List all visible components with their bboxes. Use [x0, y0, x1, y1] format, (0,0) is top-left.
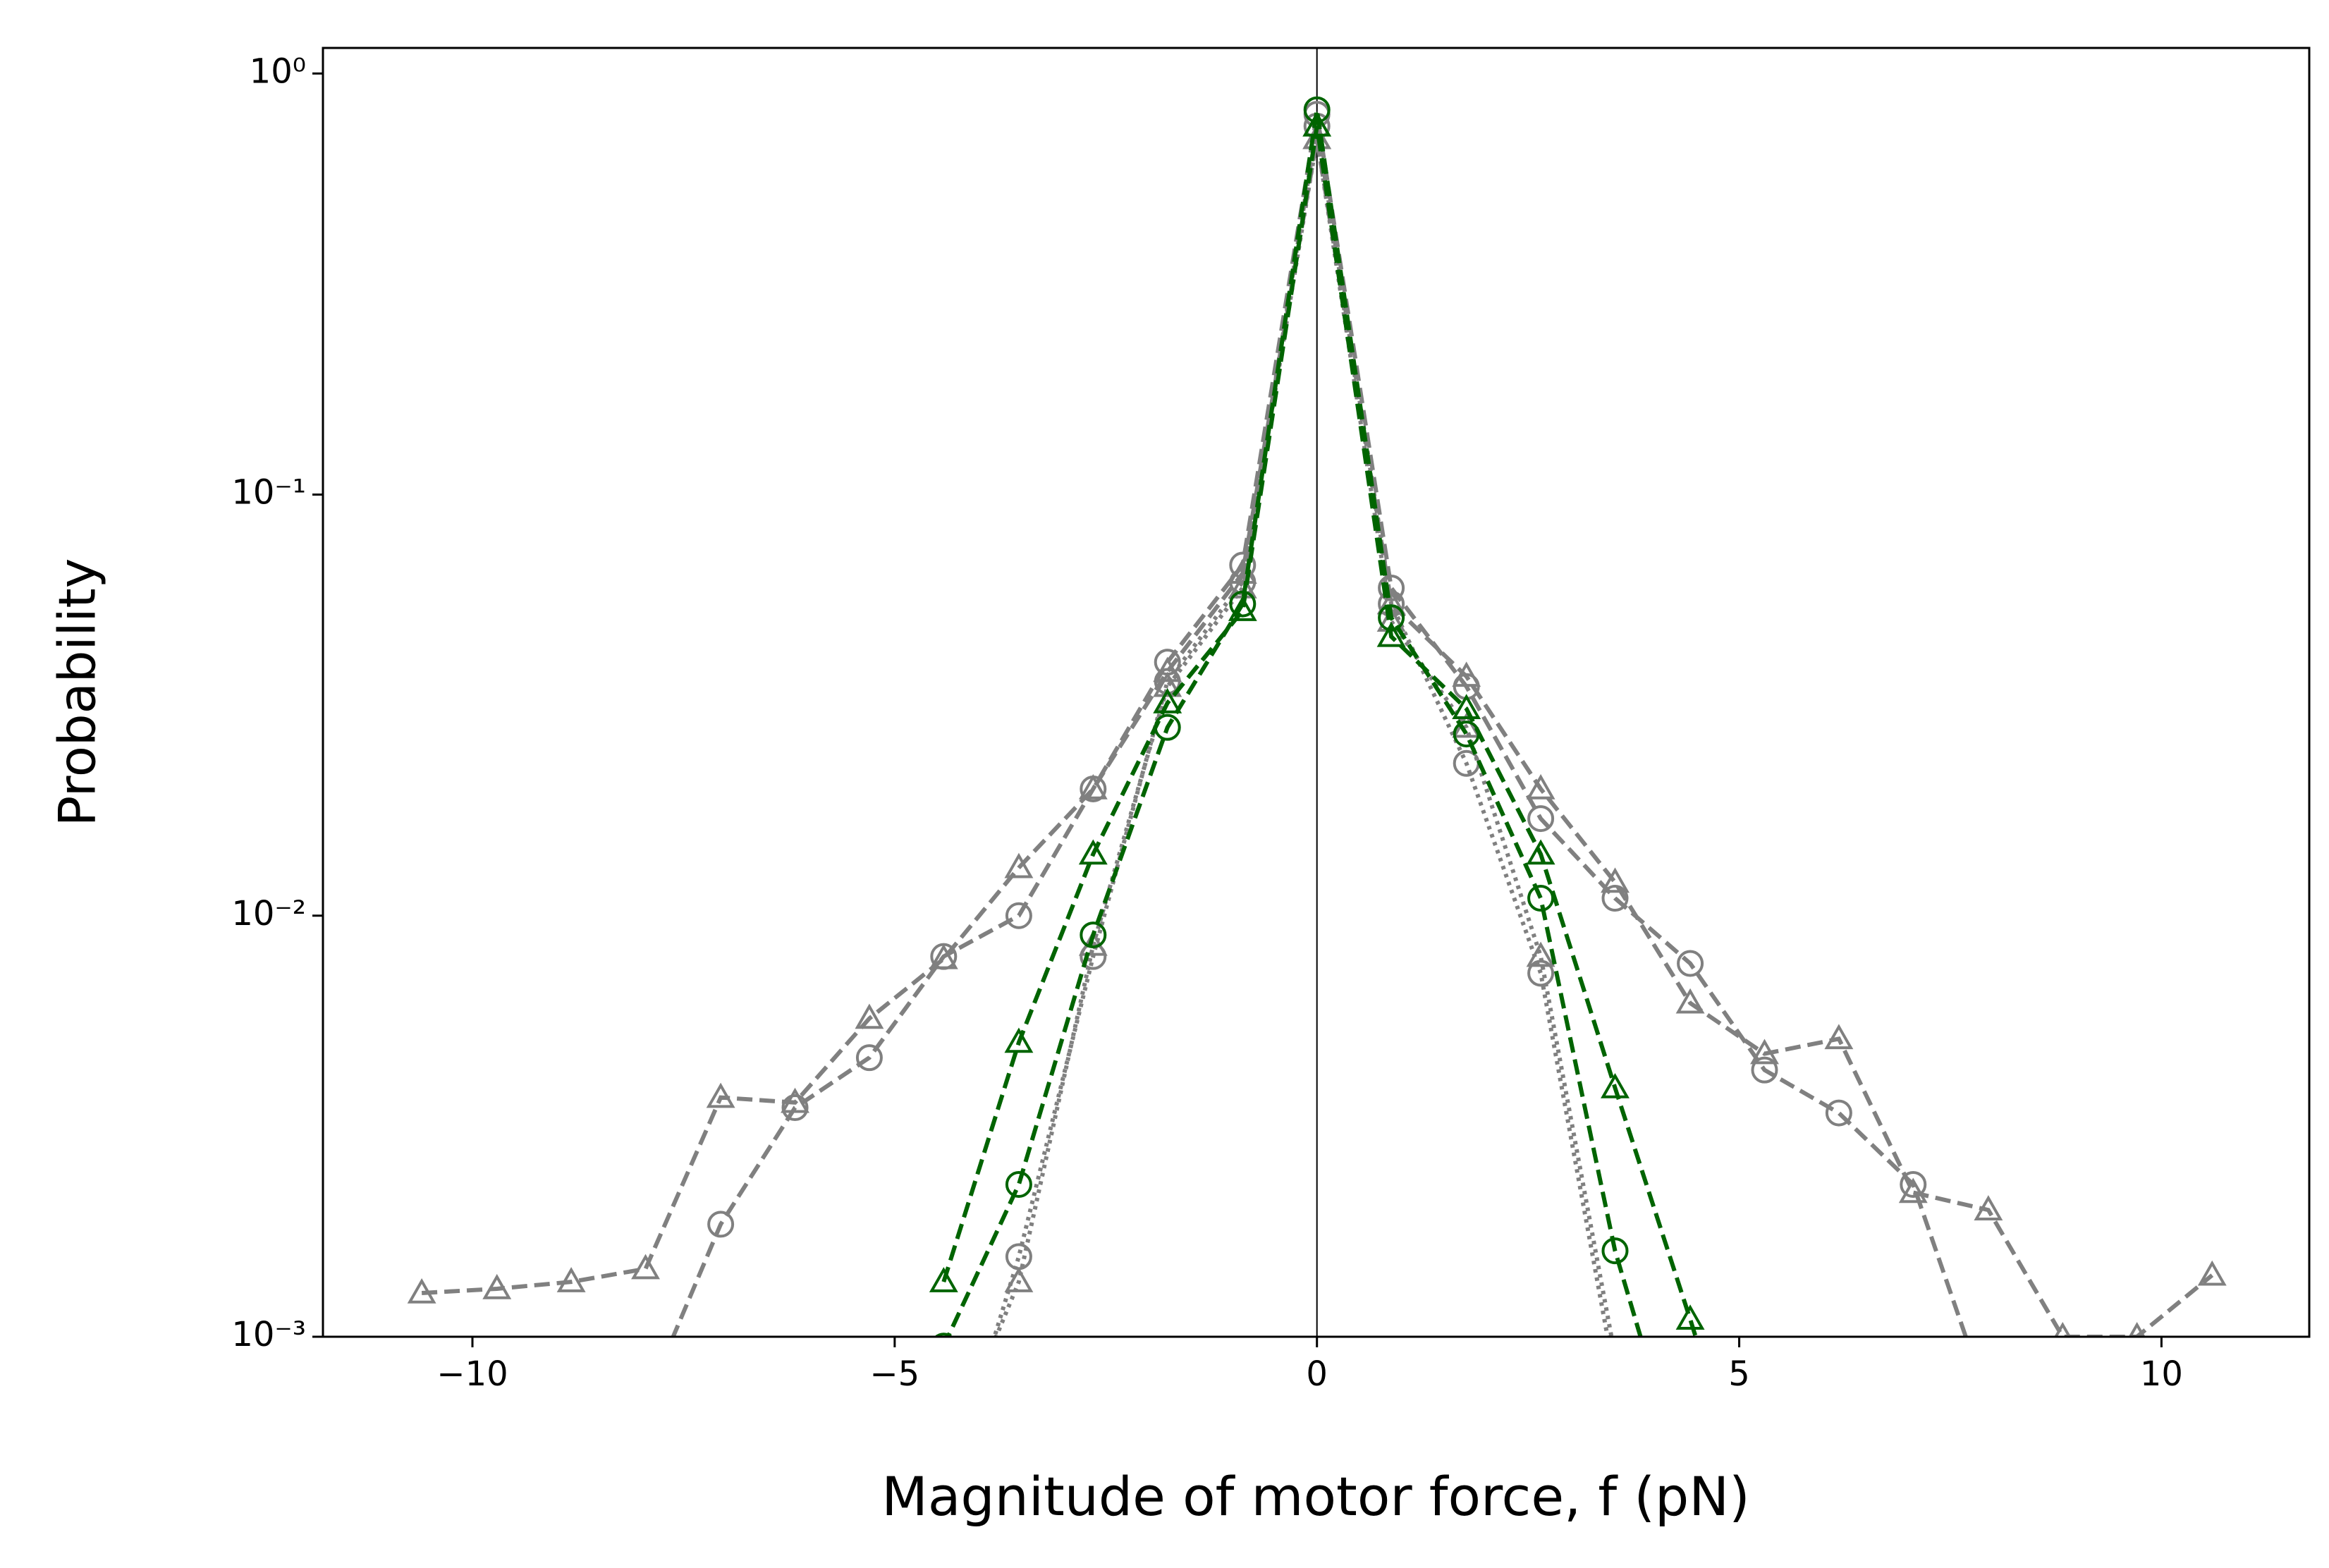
- marker: [1453, 721, 1480, 748]
- marker: [1378, 575, 1405, 602]
- marker: [934, 1333, 953, 1337]
- marker: [1078, 839, 1108, 865]
- y-tick-label: 10⁰: [250, 51, 306, 91]
- marker: [1601, 1072, 1630, 1098]
- marker: [1527, 805, 1555, 833]
- marker: [1378, 604, 1405, 632]
- marker: [1005, 1170, 1032, 1198]
- series-line: [946, 109, 1643, 1337]
- plot-frame: [322, 47, 2311, 1338]
- series-line: [671, 114, 1969, 1337]
- marker: [2128, 1321, 2146, 1337]
- marker: [1751, 1056, 1778, 1084]
- y-tick-label: 10⁻²: [231, 894, 306, 933]
- marker: [1153, 688, 1182, 713]
- marker: [1004, 1267, 1034, 1292]
- marker: [1302, 111, 1332, 137]
- marker: [1080, 775, 1107, 802]
- marker: [1898, 1177, 1928, 1203]
- marker: [706, 1082, 735, 1108]
- x-tick-label: −5: [869, 1354, 919, 1394]
- marker: [1005, 902, 1032, 929]
- marker: [855, 1044, 883, 1072]
- marker: [1080, 921, 1107, 949]
- marker: [1750, 1039, 1779, 1065]
- y-tick-label: 10⁻¹: [231, 473, 306, 513]
- marker: [407, 1278, 436, 1304]
- marker: [2197, 1260, 2227, 1286]
- marker: [855, 1003, 884, 1029]
- series-line: [421, 138, 2214, 1337]
- marker: [1526, 839, 1555, 865]
- marker: [1527, 960, 1555, 987]
- y-tick-label: 10⁻³: [231, 1315, 306, 1354]
- marker: [1526, 773, 1555, 800]
- marker: [1303, 96, 1331, 123]
- series-line: [941, 125, 1698, 1337]
- marker: [1675, 988, 1705, 1014]
- marker: [1153, 671, 1182, 697]
- marker: [556, 1267, 586, 1292]
- marker: [1677, 950, 1704, 977]
- marker: [1228, 596, 1257, 621]
- marker: [1824, 1024, 1854, 1050]
- x-tick-label: 5: [1728, 1354, 1750, 1394]
- marker: [1527, 885, 1555, 912]
- marker: [1004, 852, 1034, 878]
- marker: [1004, 1027, 1034, 1053]
- marker: [1005, 1243, 1032, 1270]
- x-tick-label: 10: [2140, 1354, 2183, 1394]
- marker: [1601, 1237, 1629, 1265]
- marker: [929, 1267, 958, 1292]
- marker: [1078, 773, 1108, 800]
- marker: [1452, 694, 1481, 720]
- marker: [1974, 1195, 2003, 1220]
- marker: [930, 943, 958, 970]
- marker: [1376, 621, 1406, 647]
- marker: [1825, 1099, 1852, 1127]
- marker: [707, 1211, 735, 1238]
- x-tick-label: 0: [1306, 1354, 1328, 1394]
- marker: [482, 1273, 512, 1299]
- marker: [1900, 1170, 1927, 1198]
- plot-area: [407, 96, 2227, 1337]
- x-tick-label: −10: [436, 1354, 508, 1394]
- marker: [1601, 885, 1629, 912]
- marker: [781, 1094, 809, 1122]
- y-axis-label: Probability: [48, 558, 107, 827]
- x-axis-label: Magnitude of motor force, f (pN): [881, 1465, 1749, 1528]
- series-line: [992, 125, 1610, 1337]
- marker: [1080, 943, 1107, 970]
- marker: [2054, 1321, 2072, 1337]
- marker: [1154, 713, 1181, 741]
- marker: [631, 1254, 660, 1280]
- marker: [1601, 867, 1630, 893]
- marker: [1229, 590, 1257, 618]
- marker: [1675, 1304, 1705, 1330]
